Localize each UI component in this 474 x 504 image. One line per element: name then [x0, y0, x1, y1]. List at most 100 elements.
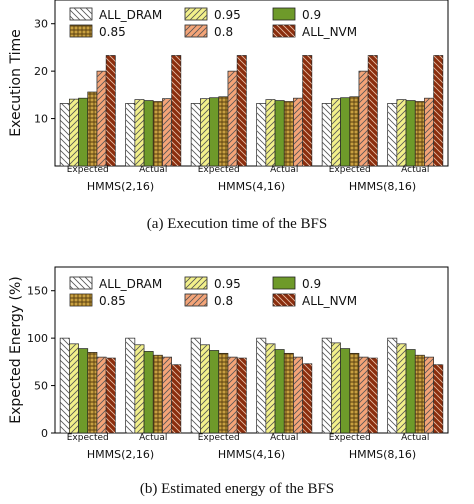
bar-hatch-0-85: [415, 355, 425, 433]
bar-hatch-0-95: [331, 342, 341, 433]
bar-hatch-all-dram: [60, 103, 70, 166]
y-tick-label: 10: [34, 113, 48, 126]
chart-execution-time: 10 20 30 Execution Time Expected Actual Expect…: [8, 0, 449, 193]
plot-frame: [54, 0, 449, 167]
bar-hatch-all-nvm: [237, 55, 247, 167]
bar-hatch-all-dram: [322, 338, 332, 433]
bar-0-9: [274, 349, 285, 434]
bar-hatch-all-dram: [191, 338, 201, 433]
group-label: HMMS(2,16): [87, 180, 154, 193]
bar-hatch-all-nvm: [302, 363, 312, 433]
bar-hatch-all-nvm: [368, 358, 378, 433]
bar-hatch-all-dram: [125, 103, 135, 166]
x-tick-label: Expected: [329, 433, 371, 443]
legend-label-all-dram: ALL_DRAM: [99, 8, 162, 22]
legend-label-0-95: 0.95: [214, 8, 241, 22]
bar-hatch-0-95: [69, 99, 79, 166]
legend-swatch-0-9: [272, 276, 296, 290]
bar-hatch-0-8: [424, 98, 434, 166]
bar-hatch-0-8: [424, 357, 434, 433]
bar-0-9: [143, 100, 154, 167]
bar-hatch-0-85: [284, 353, 294, 433]
plot-frame: [54, 266, 449, 434]
y-tick-label: 150: [27, 285, 48, 298]
group-label: HMMS(8,16): [349, 180, 416, 193]
legend-swatch-hatch-0-95: [185, 8, 207, 20]
bar-0-9: [209, 97, 220, 167]
bar-hatch-0-95: [331, 98, 341, 166]
legend-label-0-95: 0.95: [214, 277, 241, 291]
bar-0-9: [340, 97, 351, 167]
bar-hatch-0-95: [396, 343, 407, 433]
legend-swatch-hatch-0-85: [70, 25, 92, 37]
caption-b: (b) Estimated energy of the BFS: [139, 481, 335, 497]
bar-0-9: [340, 348, 351, 434]
bar-hatch-0-8: [358, 71, 369, 166]
group-label: HMMS(8,16): [349, 448, 416, 461]
legend-label-all-dram: ALL_DRAM: [99, 277, 162, 291]
bar-hatch-all-nvm: [106, 55, 116, 167]
bar-hatch-0-8: [96, 357, 107, 433]
legend-label-0-9: 0.9: [302, 277, 321, 291]
bar-0-9: [405, 100, 416, 167]
bar-hatch-all-nvm: [433, 55, 443, 167]
y-axis-label: Expected Energy (%): [8, 276, 24, 423]
x-tick-label: Expected: [329, 165, 371, 175]
x-tick-label: Expected: [198, 165, 240, 175]
bar-hatch-all-nvm: [433, 364, 443, 433]
x-tick-label: Actual: [270, 433, 298, 443]
group-label: HMMS(2,16): [87, 448, 154, 461]
bar-hatch-0-95: [134, 99, 145, 166]
legend-label-0-85: 0.85: [99, 25, 126, 39]
y-tick-label: 0: [41, 427, 48, 440]
bar-hatch-0-85: [415, 101, 425, 166]
y-axis-label: Execution Time: [8, 29, 24, 136]
bar-hatch-all-nvm: [171, 55, 181, 167]
bar-hatch-all-dram: [387, 338, 397, 433]
bar-hatch-0-85: [87, 352, 97, 433]
bar-hatch-all-nvm: [302, 55, 312, 167]
bar-hatch-all-dram: [256, 338, 266, 433]
bar-hatch-0-8: [358, 357, 369, 433]
x-tick-label: Expected: [67, 165, 109, 175]
y-tick-label: 30: [34, 18, 48, 31]
bar-hatch-all-dram: [256, 103, 266, 166]
bar-hatch-0-85: [153, 355, 163, 433]
bar-hatch-all-nvm: [237, 358, 247, 433]
y-tick-label: 20: [34, 65, 48, 78]
legend-swatch-hatch-0-8: [185, 25, 207, 37]
bar-hatch-0-8: [227, 71, 238, 166]
legend-swatch-hatch-0-8: [185, 294, 207, 306]
bar-hatch-0-8: [96, 71, 107, 166]
bar-hatch-all-dram: [191, 103, 201, 166]
legend-swatch-hatch-0-85: [70, 294, 92, 306]
bar-hatch-0-85: [87, 92, 97, 166]
bar-hatch-0-95: [265, 99, 276, 166]
bar-hatch-0-95: [265, 343, 276, 433]
bar-hatch-0-8: [162, 98, 172, 166]
bar-hatch-0-85: [218, 353, 228, 433]
bar-0-9: [405, 349, 416, 434]
bar-hatch-all-dram: [387, 103, 397, 166]
bar-hatch-0-85: [349, 96, 359, 166]
bar-hatch-0-95: [396, 99, 407, 166]
y-tick-label: 50: [34, 380, 48, 393]
bar-hatch-0-8: [227, 357, 238, 433]
y-tick-label: 100: [27, 332, 48, 345]
x-tick-label: Expected: [198, 433, 240, 443]
bar-0-9: [209, 350, 220, 434]
bar-hatch-0-95: [69, 343, 79, 433]
bar-hatch-0-95: [200, 98, 210, 166]
legend-label-0-9: 0.9: [302, 8, 321, 22]
bar-hatch-all-nvm: [171, 364, 181, 433]
legend-swatch-hatch-all-dram: [70, 8, 92, 20]
bar-0-9: [78, 97, 89, 167]
legend-label-all-nvm: ALL_NVM: [302, 25, 357, 39]
bar-hatch-all-dram: [125, 338, 135, 433]
legend-swatch-hatch-0-95: [185, 277, 207, 289]
legend-label-all-nvm: ALL_NVM: [302, 294, 357, 308]
bar-hatch-all-dram: [322, 103, 332, 166]
bar-0-9: [274, 100, 285, 167]
legend-label-0-85: 0.85: [99, 294, 126, 308]
